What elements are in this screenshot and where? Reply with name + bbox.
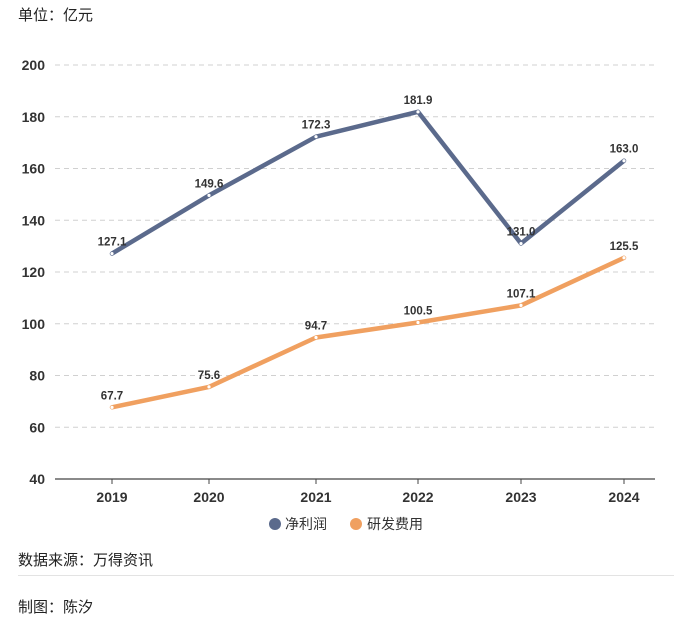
y-tick-label: 60 xyxy=(29,419,45,435)
data-point xyxy=(314,335,318,340)
y-tick-label: 120 xyxy=(22,264,46,280)
y-tick-label: 140 xyxy=(22,212,46,228)
data-label: 125.5 xyxy=(610,241,639,253)
credit-note: 制图：陈汐 xyxy=(18,599,94,616)
data-label: 181.9 xyxy=(404,95,433,107)
y-tick-label: 160 xyxy=(22,161,46,177)
data-point xyxy=(207,193,211,198)
data-point xyxy=(110,252,114,256)
legend-label: 净利润 xyxy=(285,516,327,532)
data-label: 131.0 xyxy=(507,227,536,239)
data-label: 163.0 xyxy=(610,144,639,156)
line-chart: 40 60 80 100 120 140 160 180 200 2019 2020 2021 2022… xyxy=(22,57,655,532)
data-point xyxy=(622,256,626,260)
data-point xyxy=(110,405,114,409)
y-tick-label: 100 xyxy=(22,316,46,332)
data-label: 149.6 xyxy=(195,178,224,190)
x-tick-label: 2019 xyxy=(96,489,127,505)
x-tick-label: 2021 xyxy=(300,489,331,505)
data-point xyxy=(519,241,523,246)
legend-swatch xyxy=(350,518,362,530)
legend: 净利润 研发费用 xyxy=(269,516,423,532)
data-point xyxy=(519,303,523,307)
data-label: 172.3 xyxy=(302,120,331,132)
axes: 40 60 80 100 120 140 160 180 200 2019 2020 2021 2022… xyxy=(22,57,655,505)
legend-swatch xyxy=(269,518,281,530)
series-line-0 xyxy=(109,109,627,256)
data-label: 94.7 xyxy=(305,320,327,332)
series-line-1 xyxy=(109,255,627,410)
x-tick-label: 2023 xyxy=(505,489,536,505)
x-tick-label: 2022 xyxy=(402,489,433,505)
data-label: 67.7 xyxy=(101,390,123,402)
data-point xyxy=(416,110,420,114)
data-point xyxy=(622,159,626,163)
data-point xyxy=(314,135,318,139)
data-point xyxy=(207,385,211,389)
data-label: 127.1 xyxy=(98,237,127,249)
data-label: 100.5 xyxy=(404,305,433,317)
x-tick-label: 2024 xyxy=(608,489,639,505)
source-note: 数据来源：万得资讯 xyxy=(18,552,154,569)
gridlines xyxy=(55,64,655,428)
series xyxy=(109,109,627,410)
data-point xyxy=(416,320,420,325)
data-labels: 127.1 149.6 172.3 181.9 131.0 163.0 67.7 75.6 94… xyxy=(98,95,639,402)
x-tick-label: 2020 xyxy=(193,489,224,505)
data-label: 75.6 xyxy=(198,370,220,382)
divider xyxy=(18,575,674,576)
y-tick-label: 80 xyxy=(29,368,45,384)
unit-label: 单位：亿元 xyxy=(18,7,94,24)
data-label: 107.1 xyxy=(507,288,536,300)
legend-label: 研发费用 xyxy=(367,516,423,532)
y-tick-label: 40 xyxy=(29,471,45,487)
y-tick-label: 200 xyxy=(22,57,46,73)
y-tick-label: 180 xyxy=(22,109,46,125)
